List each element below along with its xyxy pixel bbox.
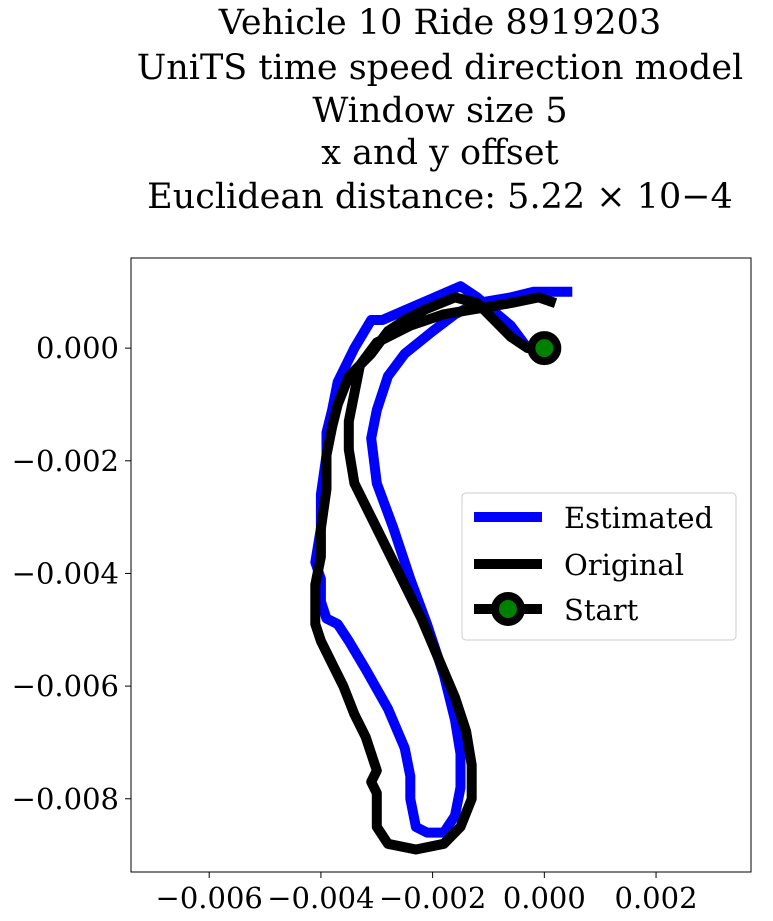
y-tick-label: −0.002 bbox=[12, 444, 119, 478]
series-line-estimated bbox=[310, 281, 573, 838]
series-line-original bbox=[310, 292, 558, 855]
x-tick-label: −0.002 bbox=[379, 881, 486, 915]
title-line-5: Euclidean distance: 5.22 × 10−4 bbox=[147, 177, 733, 217]
y-tick-label: −0.004 bbox=[12, 556, 119, 590]
title-line-2: UniTS time speed direction model bbox=[137, 48, 744, 88]
title-line-4: x and y offset bbox=[321, 133, 558, 173]
y-tick-label: −0.006 bbox=[12, 669, 119, 703]
x-tick-label: 0.002 bbox=[615, 881, 698, 915]
start-marker bbox=[527, 331, 562, 366]
x-tick-label: −0.006 bbox=[156, 881, 263, 915]
title-line-1: Vehicle 10 Ride 8919203 bbox=[218, 3, 661, 43]
chart-title: Vehicle 10 Ride 8919203 UniTS time speed… bbox=[137, 3, 744, 217]
legend-label-original: Original bbox=[564, 548, 684, 582]
y-tick-label: −0.008 bbox=[12, 782, 119, 816]
x-tick-label: 0.000 bbox=[503, 881, 586, 915]
x-tick-label: −0.004 bbox=[267, 881, 374, 915]
y-axis: 0.000 −0.002 −0.004 −0.006 −0.008 bbox=[12, 331, 131, 816]
y-tick-label: 0.000 bbox=[36, 331, 119, 365]
series-layer bbox=[310, 281, 573, 855]
legend-start-marker bbox=[491, 592, 525, 626]
title-line-3: Window size 5 bbox=[312, 91, 567, 131]
plot-frame bbox=[130, 257, 752, 873]
legend-label-start: Start bbox=[564, 593, 639, 627]
legend-label-estimated: Estimated bbox=[564, 501, 713, 535]
legend: Estimated Original Start bbox=[461, 492, 737, 641]
legend-box bbox=[461, 492, 737, 641]
x-axis: −0.006 −0.004 −0.002 0.000 0.002 bbox=[156, 872, 698, 915]
